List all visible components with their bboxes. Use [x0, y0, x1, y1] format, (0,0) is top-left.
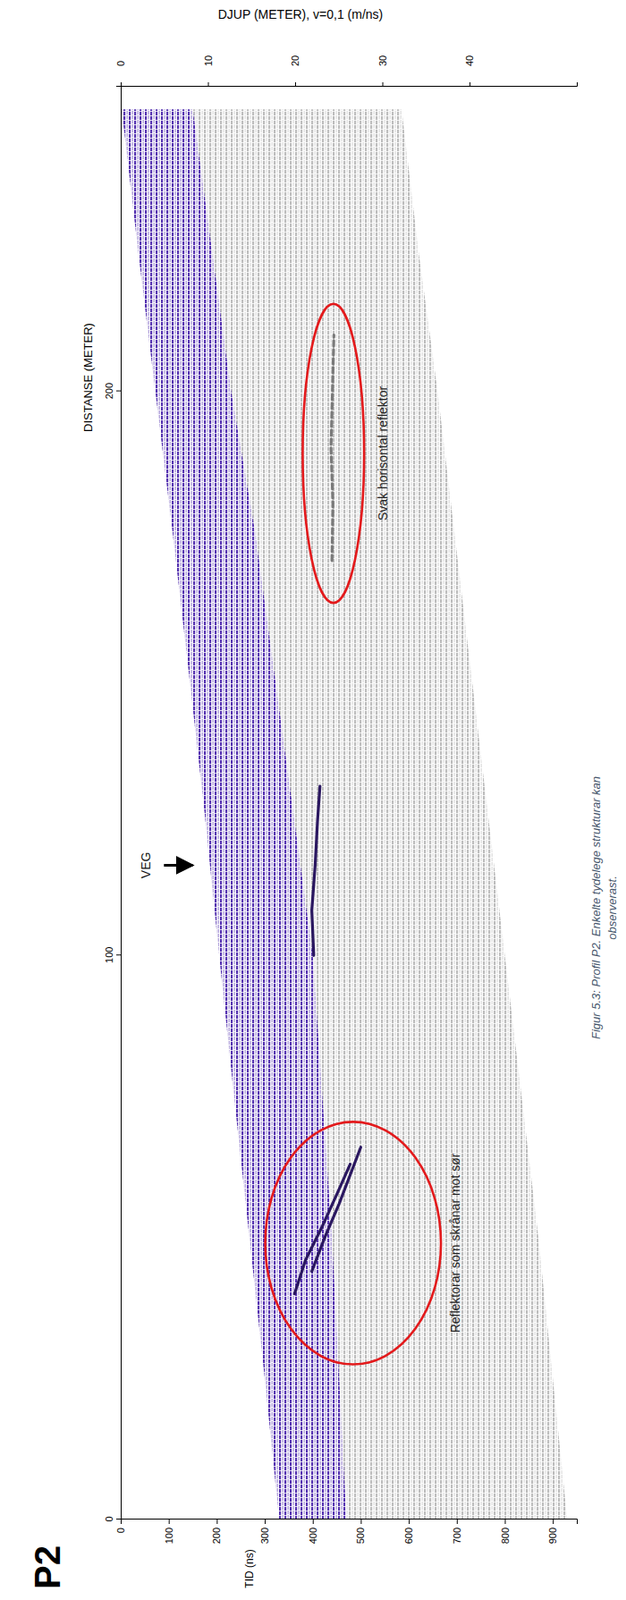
caption: Figur 5.3: Profil P2. Enkelte tydelege s… [589, 776, 619, 1040]
tick: 500 [355, 1519, 366, 1544]
tick-mark [120, 82, 122, 87]
tick-label: 30 [377, 55, 389, 67]
arrow [163, 863, 193, 867]
axis: 0 100 200 300 400 500 600 700 800 900 [115, 1519, 577, 1545]
tick: 100 [163, 1519, 175, 1544]
annotation-label: Reflektorar som skrånar mot sør [448, 1152, 463, 1333]
tick: 400 [307, 1519, 319, 1544]
annotation-ellipse [302, 304, 364, 603]
tick-label: 0 [103, 1515, 115, 1522]
tick-mark [116, 1518, 121, 1520]
axis: 0 10 20 30 40 [115, 55, 577, 87]
tick-label: 10 [203, 55, 214, 67]
tick-label: 300 [259, 1527, 271, 1544]
axis-line [116, 86, 122, 1520]
tick: 10 [203, 55, 214, 87]
annotation-label: Svak horisontal reflektor [375, 386, 390, 522]
tick-mark [313, 1519, 314, 1524]
tick-label: 0 [115, 1527, 127, 1533]
signal-band [121, 109, 347, 1520]
tick: 200 [103, 382, 121, 399]
tick-label: 700 [451, 1527, 463, 1544]
axis: 0 100 200 [103, 86, 122, 1523]
tick-mark [504, 1519, 506, 1524]
axis-title: DJUP (METER), v=0,1 (m/ns) [218, 7, 384, 22]
tick: 40 [464, 55, 475, 87]
tick-mark [360, 1519, 362, 1524]
axis-title: TID (ns) [243, 1548, 256, 1588]
tick-label: 600 [403, 1527, 415, 1544]
tick-mark [116, 954, 121, 956]
tick: 30 [377, 55, 389, 87]
tick: 0 [115, 1519, 127, 1533]
plot-marks [121, 109, 567, 1520]
tick-mark [169, 1519, 170, 1524]
tick-mark [295, 82, 297, 87]
tick-mark [264, 1519, 266, 1524]
tick-label: 200 [211, 1527, 222, 1544]
axis-line [121, 82, 578, 87]
axis-title: DISTANSE (METER) [81, 322, 95, 432]
rotated-figure: Svak horisontal reflektor Reflektorar som… [27, 7, 620, 1590]
tick-mark [120, 1519, 122, 1524]
tick-label: 40 [464, 55, 475, 67]
tick-label: 400 [307, 1527, 319, 1544]
tick: 0 [103, 1515, 121, 1522]
caption-line: observerast. [605, 875, 619, 940]
tick: 800 [499, 1519, 510, 1544]
title: P2 [27, 1545, 68, 1590]
tick-label: 0 [115, 60, 127, 67]
annotations: Svak horisontal reflektor Reflektorar som… [138, 386, 463, 1334]
tick-mark [408, 1519, 410, 1524]
tick-label: 100 [103, 947, 115, 964]
tick: 20 [289, 55, 301, 87]
tick: 0 [115, 60, 127, 87]
caption-line: Figur 5.3: Profil P2. Enkelte tydelege s… [589, 776, 603, 1040]
tick: 900 [547, 1519, 559, 1544]
tick: 200 [211, 1519, 222, 1544]
arrow-label: VEG [138, 852, 153, 880]
reflector [312, 786, 321, 956]
tick-mark [116, 390, 121, 392]
tick-label: 200 [103, 382, 115, 399]
tick-label: 900 [547, 1527, 559, 1544]
chart: Svak horisontal reflektor Reflektorar som… [0, 0, 626, 1600]
reflector [330, 335, 334, 561]
tick-mark [216, 1519, 218, 1524]
tick: 700 [451, 1519, 463, 1544]
tick-mark [382, 82, 384, 87]
tick-label: 500 [355, 1527, 366, 1544]
tick: 100 [103, 947, 121, 964]
reflector [294, 1164, 350, 1295]
tick: 600 [403, 1519, 415, 1544]
annotation-ellipse [265, 1121, 441, 1364]
tick-mark [456, 1519, 458, 1524]
tick: 300 [259, 1519, 271, 1544]
axis-line [121, 1519, 578, 1525]
tick-label: 800 [499, 1527, 510, 1544]
tick-mark [208, 82, 210, 87]
tick-mark [469, 82, 471, 87]
reflector [312, 1147, 362, 1272]
tick-label: 20 [289, 55, 301, 67]
tick-mark [552, 1519, 554, 1524]
tick-label: 100 [163, 1527, 175, 1544]
